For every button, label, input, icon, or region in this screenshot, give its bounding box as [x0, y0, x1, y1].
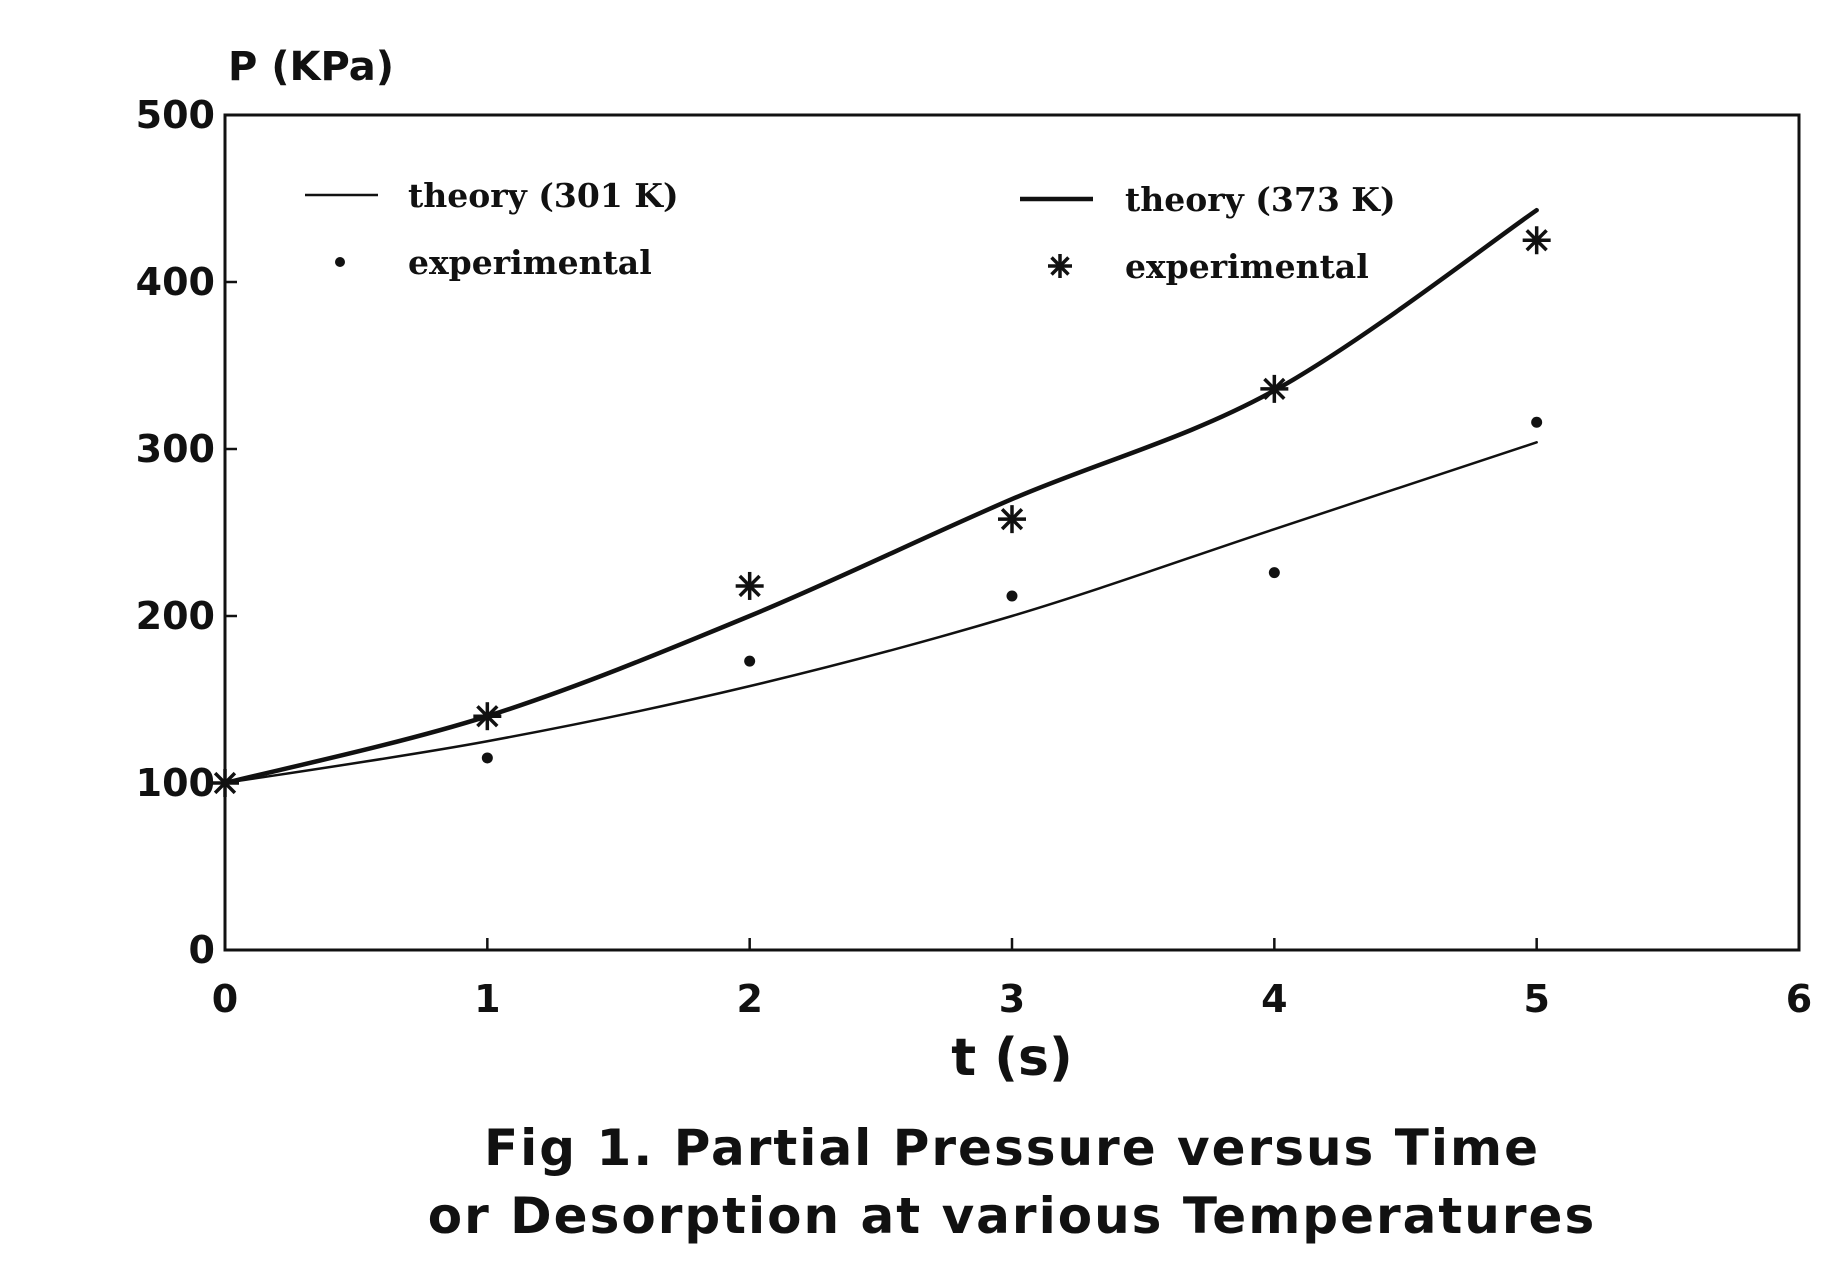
y-tick-label: 400 — [136, 260, 215, 304]
y-tick-label: 100 — [136, 761, 215, 805]
x-tick-label: 6 — [1786, 977, 1812, 1021]
y-tick-label: 500 — [136, 93, 215, 137]
data-point-asterisk — [1522, 226, 1551, 255]
legend-marker-asterisk — [1048, 254, 1072, 278]
x-tick-label: 0 — [212, 977, 238, 1021]
legend: theory (301 K) experimental theory (373 … — [305, 176, 1396, 286]
series-layer — [211, 207, 1551, 797]
y-tick-label: 200 — [136, 594, 215, 638]
data-point-asterisk — [735, 571, 764, 600]
data-point-dot — [1006, 590, 1018, 602]
data-point-dot — [481, 752, 493, 764]
y-tick-label: 0 — [189, 928, 215, 972]
legend-label-experimental-301: experimental — [408, 243, 652, 282]
figure-caption-line-1: Fig 1. Partial Pressure versus Time — [484, 1119, 1540, 1177]
x-axis-title: t (s) — [951, 1028, 1072, 1088]
data-point-dot — [1268, 567, 1280, 579]
legend-label-experimental-373: experimental — [1125, 247, 1369, 286]
data-point-asterisk — [998, 505, 1026, 534]
data-point-asterisk — [473, 702, 502, 731]
y-axis-title: P (KPa) — [228, 44, 394, 90]
x-tick-label: 4 — [1261, 977, 1287, 1021]
series-line-theory-373 — [222, 207, 1539, 786]
data-point-dot — [744, 655, 756, 667]
series-line-theory-301 — [223, 441, 1538, 785]
legend-marker-dot — [335, 257, 345, 267]
data-point-asterisk — [211, 769, 239, 797]
x-tick-label: 2 — [736, 977, 762, 1021]
y-axis-ticks: 0 100 200 300 400 500 — [136, 93, 237, 972]
y-tick-label: 300 — [136, 427, 215, 471]
data-point-dot — [1531, 416, 1543, 428]
data-point-asterisk — [1260, 374, 1289, 403]
legend-label-theory-373: theory (373 K) — [1125, 180, 1396, 219]
legend-label-theory-301: theory (301 K) — [408, 176, 679, 215]
asterisk-glyph — [1048, 254, 1072, 278]
x-axis-ticks: 0 1 2 3 4 5 6 — [212, 938, 1812, 1021]
x-tick-label: 3 — [999, 977, 1025, 1021]
x-tick-label: 1 — [474, 977, 500, 1021]
figure-caption-line-2: or Desorption at various Temperatures — [428, 1187, 1596, 1245]
x-tick-label: 5 — [1523, 977, 1549, 1021]
